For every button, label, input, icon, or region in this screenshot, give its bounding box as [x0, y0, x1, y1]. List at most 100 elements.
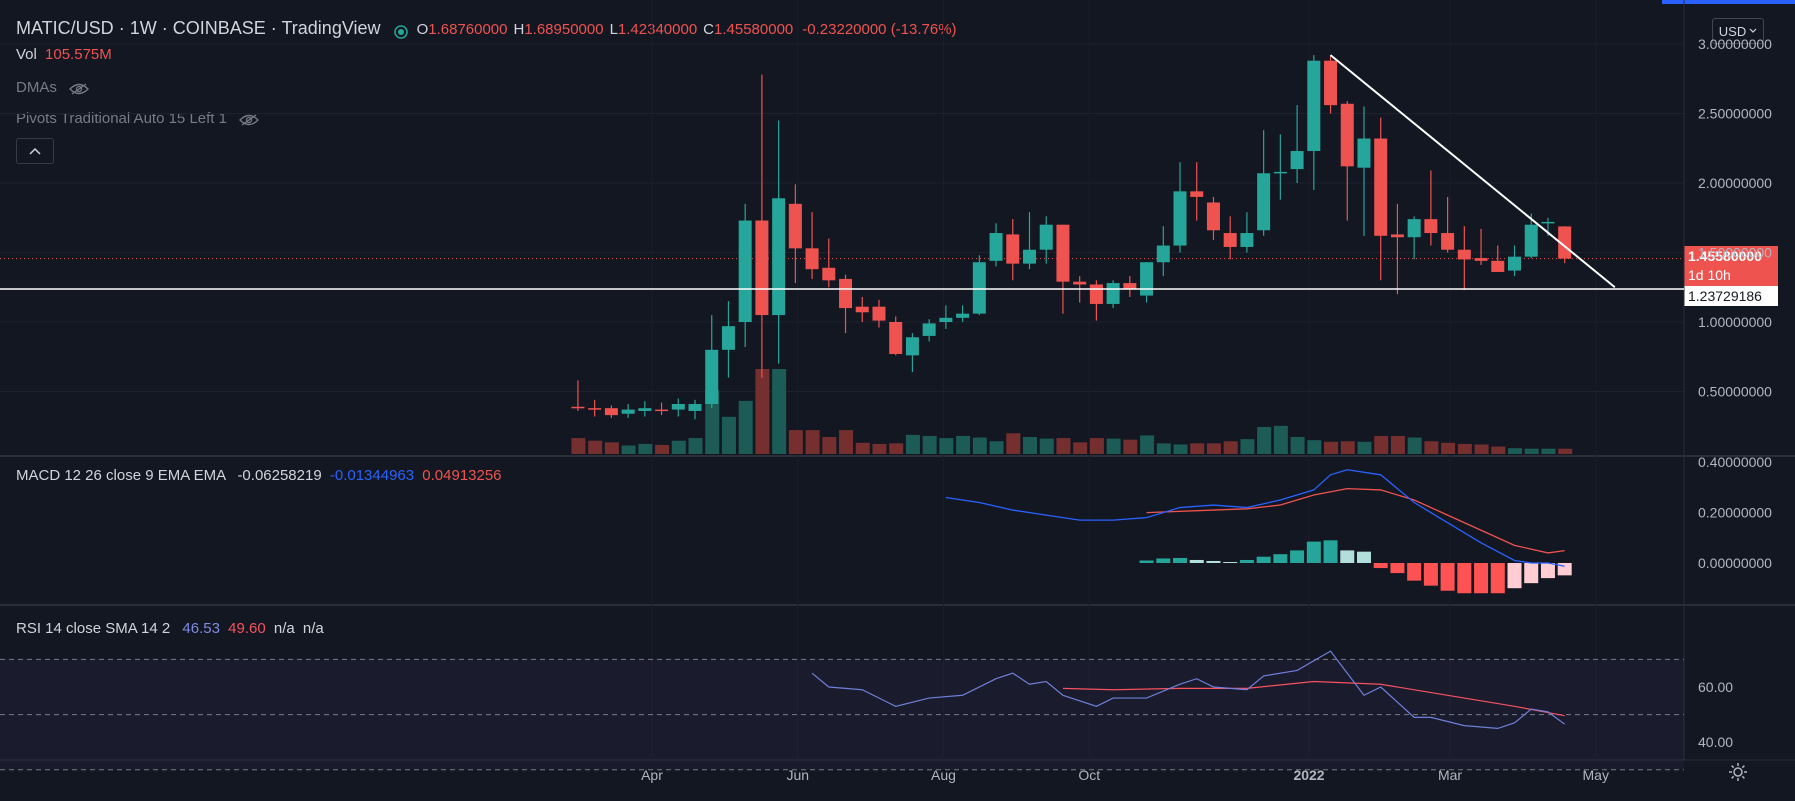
- trendline: [1329, 54, 1616, 289]
- candle-body: [905, 337, 919, 356]
- pivot-price-value: 1.23729186: [1688, 288, 1762, 304]
- hidden-eye-icon[interactable]: [239, 113, 260, 126]
- volume-label: Vol: [16, 46, 37, 63]
- volume-legend[interactable]: Vol 105.575M: [16, 46, 112, 63]
- volume-bar: [956, 435, 971, 454]
- volume-bar: [1324, 441, 1339, 454]
- volume-bar: [571, 438, 586, 454]
- time-axis-tick-label: Oct: [1078, 767, 1100, 783]
- ohlc-value-c: 1.45580000: [714, 21, 794, 38]
- ohlc-value-l: 1.42340000: [617, 21, 698, 38]
- candle-body: [1558, 226, 1572, 259]
- candle-body: [1073, 281, 1087, 285]
- rsi-ma-line: [1062, 680, 1565, 717]
- candle-body: [922, 323, 936, 336]
- symbol-name[interactable]: MATIC/USD: [16, 18, 114, 38]
- macd-histogram-bar: [1189, 559, 1204, 563]
- collapse-legend-button[interactable]: [16, 138, 54, 164]
- volume-bar: [1441, 442, 1456, 454]
- ohlc-key-l: L: [609, 21, 618, 38]
- volume-bar: [822, 437, 837, 454]
- dmas-legend[interactable]: DMAs: [16, 79, 89, 96]
- volume-bar: [671, 440, 686, 454]
- volume-bar: [755, 369, 770, 454]
- candle-body: [989, 233, 1003, 261]
- macd-histogram-bar: [1457, 563, 1472, 594]
- volume-bar: [1558, 448, 1573, 454]
- candle-body: [1190, 191, 1204, 197]
- volume-bar: [889, 443, 904, 454]
- volume-bar: [705, 390, 720, 454]
- ohlc-key-h: H: [513, 21, 525, 38]
- volume-bar: [1206, 443, 1221, 454]
- volume-bar: [688, 438, 703, 454]
- candle-body: [688, 404, 702, 411]
- candle-body: [805, 248, 819, 270]
- currency-selector[interactable]: USD: [1712, 18, 1764, 44]
- macd-histogram-bar: [1557, 563, 1572, 576]
- interval-label[interactable]: 1W: [129, 18, 157, 38]
- ohlc-values: O1.68760000 H1.68950000 L1.42340000 C1.4558…: [417, 21, 794, 38]
- volume-bar: [1491, 446, 1506, 454]
- volume-bar: [805, 430, 820, 454]
- pivot-price-tag: 1.23729186: [1684, 286, 1778, 306]
- candle-body: [1240, 233, 1254, 247]
- price-axis-tick-label: 2.00000000: [1698, 175, 1772, 191]
- candle-body: [1156, 245, 1170, 263]
- macd-axis-tick-label: 0.00000000: [1698, 555, 1772, 571]
- candle-body: [755, 220, 769, 316]
- price-axis-tick-label: 0.50000000: [1698, 384, 1772, 400]
- pivots-label: Pivots Traditional Auto 15 Left 1: [16, 110, 227, 127]
- volume-bar: [1223, 441, 1238, 454]
- ohlc-key-c: C: [703, 21, 715, 38]
- candle-body: [638, 408, 652, 411]
- candle-body: [1006, 234, 1020, 264]
- gear-icon[interactable]: [1728, 762, 1748, 782]
- bar-countdown: 1d 10h: [1688, 267, 1731, 283]
- volume-bar: [1156, 443, 1171, 454]
- volume-bar: [989, 441, 1004, 454]
- candle-body: [1039, 224, 1053, 250]
- candle-body: [855, 306, 869, 313]
- candle-body: [1123, 283, 1137, 289]
- candle-body: [1424, 219, 1438, 234]
- pivots-legend[interactable]: Pivots Traditional Auto 15 Left 1: [16, 110, 260, 127]
- volume-bar: [1123, 439, 1138, 454]
- candle-body: [822, 267, 836, 281]
- candle-body: [1022, 249, 1036, 264]
- candle-body: [872, 306, 886, 321]
- volume-bar: [1173, 444, 1188, 454]
- candle-body: [1056, 224, 1070, 282]
- hidden-eye-icon[interactable]: [69, 82, 89, 95]
- volume-bar: [638, 443, 653, 454]
- macd-histogram-bar: [1540, 563, 1555, 579]
- macd-legend[interactable]: MACD 12 26 close 9 EMA EMA -0.06258219 -…: [16, 467, 502, 484]
- rsi-extra-value-1: n/a: [273, 620, 295, 637]
- macd-histogram-bar: [1156, 558, 1171, 563]
- volume-bar: [939, 438, 954, 454]
- rsi-axis-tick-label: 60.00: [1698, 679, 1733, 695]
- rsi-legend[interactable]: RSI 14 close SMA 14 2 46.53 49.60 n/a n/…: [16, 620, 324, 637]
- volume-value: 105.575M: [45, 46, 112, 63]
- volume-bar: [1022, 437, 1037, 454]
- volume-bar: [604, 442, 619, 454]
- candle-body: [1324, 60, 1338, 106]
- volume-bar: [1407, 437, 1422, 454]
- rsi-line: [811, 650, 1566, 730]
- volume-bar: [1190, 443, 1205, 454]
- candle-body: [889, 322, 903, 354]
- macd-histogram-bar: [1356, 551, 1371, 563]
- candle-body: [1374, 138, 1388, 236]
- rsi-value: 46.53: [182, 620, 220, 637]
- last-price-value: 1.45580000: [1688, 248, 1762, 264]
- candle-body: [772, 198, 786, 316]
- volume-bar: [1424, 441, 1439, 454]
- candle-body: [972, 262, 986, 314]
- volume-bar: [1273, 425, 1288, 454]
- candle-body: [839, 278, 853, 309]
- price-axis-tick-label: 1.00000000: [1698, 314, 1772, 330]
- candle-body: [1390, 234, 1404, 238]
- macd-histogram-bar: [1223, 561, 1238, 563]
- macd-signal-value: 0.04913256: [422, 467, 502, 484]
